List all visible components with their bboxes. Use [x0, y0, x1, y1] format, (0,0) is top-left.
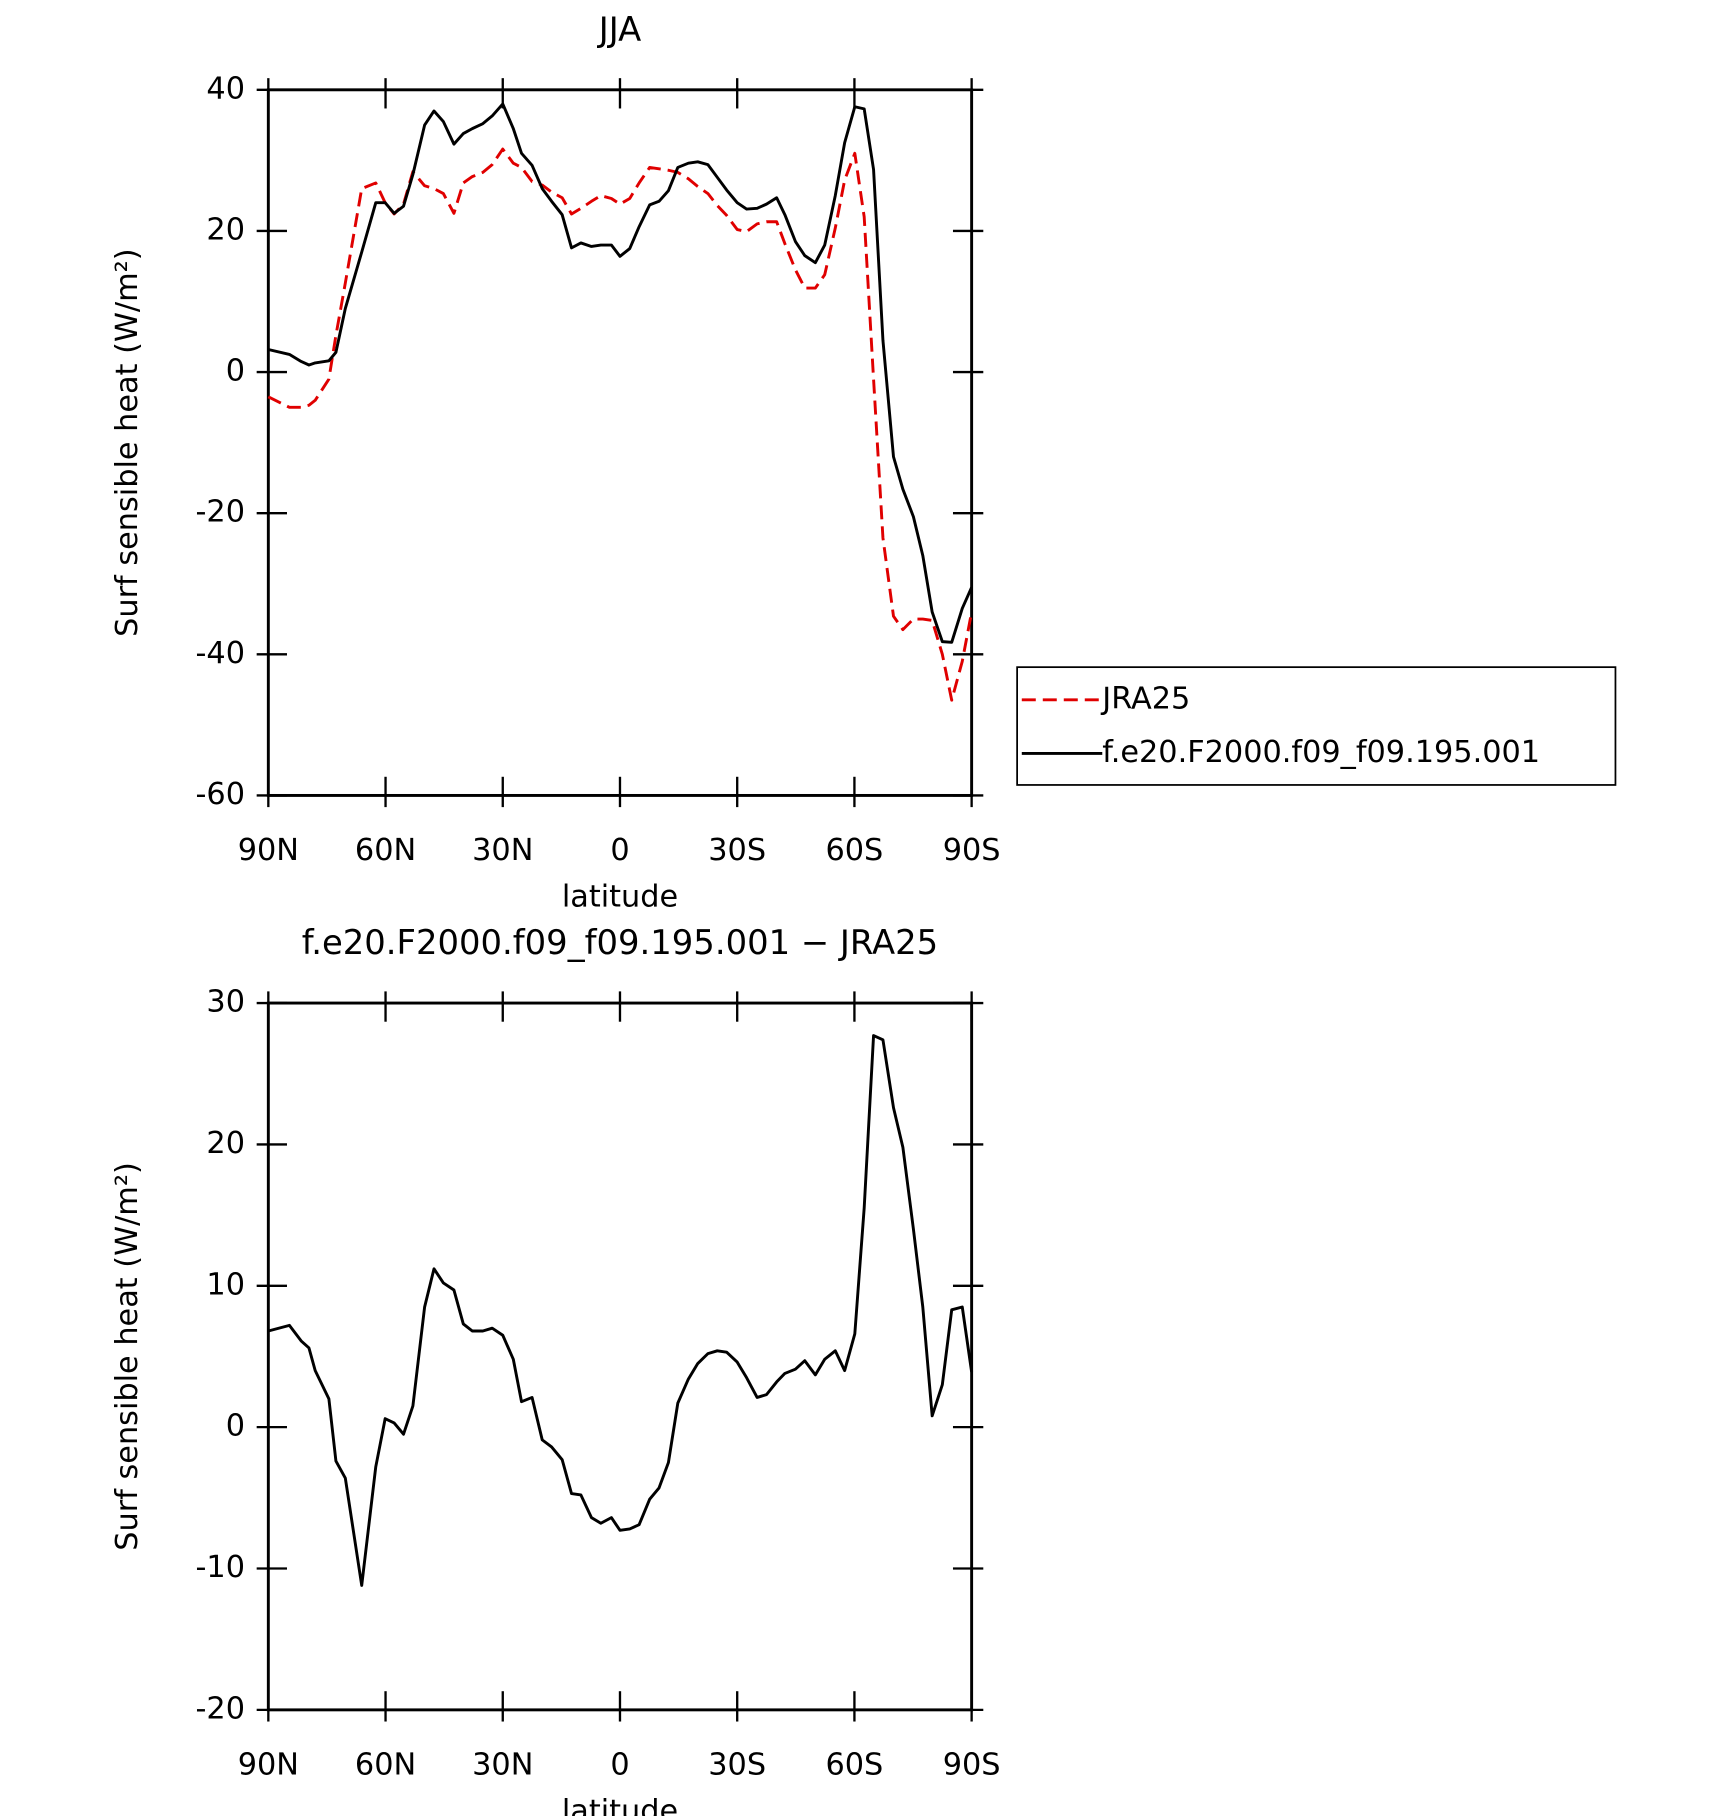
y-axis-label: Surf sensible heat (W/m²) — [110, 248, 145, 637]
x-tick-label: 30S — [708, 1747, 766, 1782]
x-tick-label: 30S — [708, 833, 766, 868]
y-tick-label: -20 — [195, 1691, 245, 1726]
y-tick-label: 10 — [206, 1267, 245, 1302]
y-tick-label: 30 — [206, 985, 245, 1020]
x-tick-label: 0 — [610, 1747, 629, 1782]
x-tick-label: 90N — [238, 833, 299, 868]
y-tick-label: 40 — [206, 71, 245, 106]
data-line — [267, 147, 974, 702]
y-tick-label: -40 — [195, 636, 245, 671]
data-line — [267, 1034, 974, 1587]
y-axis-label: Surf sensible heat (W/m²) — [110, 1162, 145, 1551]
chart-title: f.e20.F2000.f09_f09.195.001 − JRA25 — [302, 923, 938, 962]
y-tick-label: 20 — [206, 1126, 245, 1161]
legend-label: JRA25 — [1100, 681, 1190, 716]
y-tick-label: 0 — [226, 1409, 245, 1444]
x-tick-label: 90S — [943, 1747, 1001, 1782]
y-tick-label: -60 — [195, 777, 245, 812]
plot-frame — [266, 1001, 974, 1712]
x-axis-label: latitude — [562, 1794, 678, 1816]
x-tick-label: 60S — [826, 833, 884, 868]
x-tick-label: 30N — [472, 833, 533, 868]
x-tick-label: 60N — [355, 833, 416, 868]
x-axis-label: latitude — [562, 880, 678, 915]
x-tick-label: 90N — [238, 1747, 299, 1782]
legend-box — [1016, 666, 1617, 786]
x-tick-label: 60S — [826, 1747, 884, 1782]
x-tick-label: 60N — [355, 1747, 416, 1782]
x-tick-label: 30N — [472, 1747, 533, 1782]
chart-title: JJA — [597, 10, 641, 49]
x-tick-label: 90S — [943, 833, 1001, 868]
y-tick-label: -20 — [195, 495, 245, 530]
y-tick-label: 0 — [226, 354, 245, 389]
plot-frame — [266, 88, 974, 797]
y-tick-label: 20 — [206, 212, 245, 247]
data-line — [267, 102, 973, 644]
y-tick-label: -10 — [195, 1550, 245, 1585]
legend-label: f.e20.F2000.f09_f09.195.001 — [1102, 735, 1540, 770]
x-tick-label: 0 — [610, 833, 629, 868]
